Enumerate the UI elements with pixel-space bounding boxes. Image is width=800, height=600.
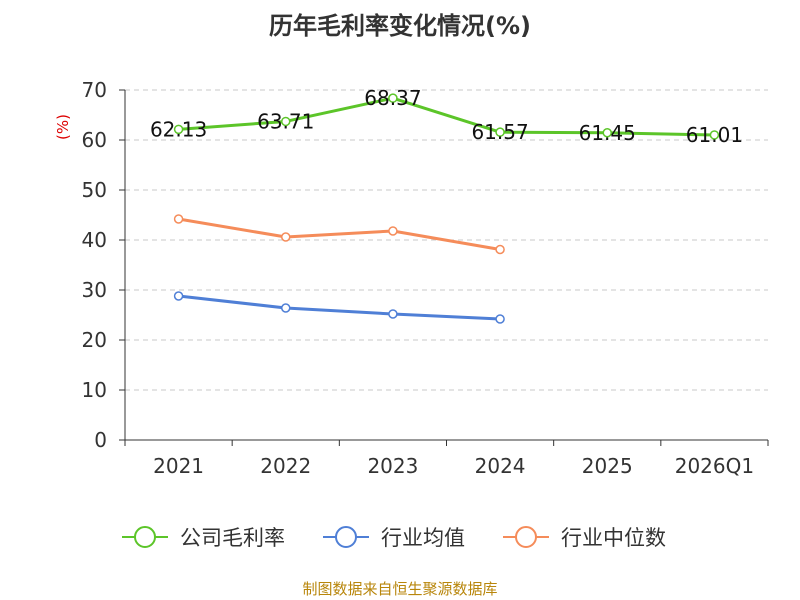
data-point-gross_margin	[602, 128, 612, 138]
x-tick-label: 2024	[475, 454, 526, 478]
data-labels: 62.13 63.71 68.37 61.57 61.45 61.01	[150, 86, 743, 147]
series-line-industry_avg	[178, 294, 501, 321]
data-label: 61.01	[686, 123, 743, 147]
data-label: 68.37	[364, 86, 421, 110]
y-tick-label: 30	[82, 278, 107, 302]
y-tick-label: 60	[82, 128, 107, 152]
axes: 0 10 20 30 40 50 60 70 (%) 2021 2022 2023 2024 2025 20…	[54, 78, 769, 478]
data-point-industry_avg	[281, 303, 291, 313]
x-tick-label: 2021	[153, 454, 204, 478]
x-tick-label: 2026Q1	[675, 454, 754, 478]
x-tick-label: 2022	[260, 454, 311, 478]
data-point-industry_median	[173, 214, 184, 224]
data-point-industry_median	[495, 244, 505, 255]
source-note: 制图数据来自恒生聚源数据库	[302, 580, 498, 598]
series-line-industry_median	[178, 217, 501, 251]
y-tick-label: 50	[82, 178, 107, 202]
x-tick-label: 2023	[367, 454, 418, 478]
y-tick-label: 40	[82, 228, 107, 252]
series-line-gross_margin	[178, 96, 715, 137]
data-point-gross_margin	[495, 127, 505, 137]
data-point-gross_margin	[281, 116, 291, 127]
grid-lines	[125, 89, 768, 391]
data-point-industry_avg	[173, 291, 184, 301]
data-point-industry_median	[388, 226, 398, 236]
data-label: 62.13	[150, 117, 207, 141]
y-axis-unit-label: (%)	[54, 114, 72, 140]
data-point-industry_avg	[388, 309, 398, 319]
data-point-gross_margin	[709, 130, 720, 140]
series-lines	[173, 93, 720, 324]
y-tick-label: 20	[82, 328, 107, 352]
legend-marker-industry_avg	[335, 526, 357, 548]
data-point-industry_median	[281, 232, 291, 242]
legend-label-industry_median: 行业中位数	[561, 526, 666, 550]
data-point-industry_avg	[495, 314, 505, 324]
data-label: 61.45	[579, 121, 636, 145]
y-tick-label: 10	[82, 378, 107, 402]
y-tick-label: 70	[82, 78, 107, 102]
data-label: 61.57	[471, 120, 528, 144]
y-tick-label: 0	[94, 428, 107, 452]
data-label: 63.71	[257, 109, 314, 133]
legend-marker-gross_margin	[134, 526, 156, 548]
data-point-gross_margin	[173, 124, 184, 135]
legend-label-gross_margin: 公司毛利率	[180, 526, 285, 550]
x-tick-label: 2025	[582, 454, 633, 478]
data-point-gross_margin	[388, 93, 398, 103]
legend: 公司毛利率 行业均值 行业中位数	[122, 526, 666, 550]
legend-marker-industry_median	[515, 526, 537, 548]
chart-title: 历年毛利率变化情况(%)	[269, 12, 531, 40]
legend-label-industry_avg: 行业均值	[381, 526, 465, 550]
